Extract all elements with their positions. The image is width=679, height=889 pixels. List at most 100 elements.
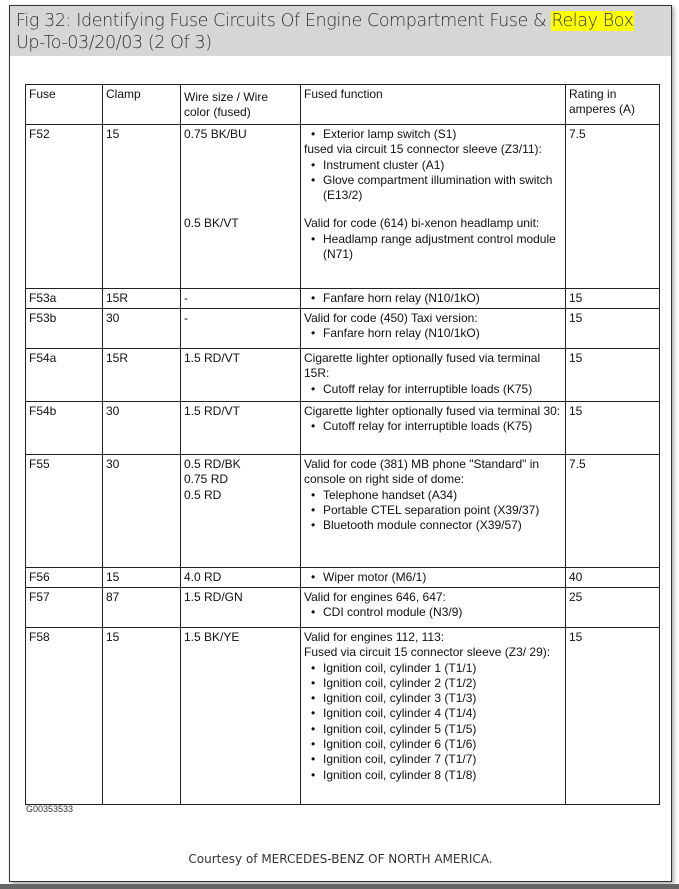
function-text: Cigarette lighter optionally fused via t… [304, 351, 541, 381]
rating-cell: 40 [565, 567, 660, 588]
function-text: Valid for engines 646, 647: [304, 590, 446, 604]
title-text: Fig 32: Identifying Fuse Circuits Of Eng… [16, 11, 552, 31]
function-cell: Valid for code (381) MB phone "Standard"… [300, 454, 566, 568]
fuse-cell: F53b [25, 308, 103, 349]
graphic-id: G00353533 [26, 804, 74, 814]
function-text: Valid for code (381) MB phone "Standard"… [304, 457, 540, 487]
courtesy-note: Courtesy of MERCEDES-BENZ OF NORTH AMERI… [188, 852, 493, 866]
bullet-item: Ignition coil, cylinder 1 (T1/1) [304, 661, 562, 677]
clamp-cell: 87 [102, 587, 181, 628]
clamp-cell: 15R [102, 288, 181, 309]
function-cell: Cigarette lighter optionally fused via t… [300, 348, 566, 402]
function-text: Fused via circuit 15 connector sleeve (Z… [304, 645, 551, 660]
rating-cell: 15 [565, 627, 660, 805]
function-text: Valid for engines 112, 113: [304, 630, 445, 644]
table-row: F57 87 1.5 RD/GN Valid for engines 646, 647… [25, 587, 660, 628]
function-group: Cigarette lighter optionally fused via t… [304, 351, 562, 397]
table-row: F58 15 1.5 BK/YE Valid for engines 112, 113… [25, 627, 660, 805]
bullet-item: Cutoff relay for interruptible loads (K7… [304, 382, 562, 398]
clamp-cell: 30 [102, 454, 181, 568]
fuse-cell: F56 [25, 567, 103, 588]
rating-cell: 15 [565, 308, 660, 349]
fuse-cell: F54a [25, 348, 103, 402]
wire-group: - [184, 291, 188, 305]
header-rating: Rating in amperes (A) [565, 84, 660, 125]
bullet-item: Fanfare horn relay (N10/1kO) [304, 326, 562, 342]
header-clamp: Clamp [102, 84, 181, 125]
bullet-item: Portable CTEL separation point (X39/37) [304, 503, 562, 519]
function-group: Valid for engines 112, 113: Fused via cir… [304, 630, 562, 783]
title-highlight: Relay Box [551, 11, 634, 31]
fuse-table: Fuse Clamp Wire size / Wire color (fused… [25, 84, 660, 805]
figure-title: Fig 32: Identifying Fuse Circuits Of Eng… [10, 6, 671, 56]
bottom-edge [0, 884, 679, 889]
wire-group: 1.5 RD/VT [184, 351, 241, 365]
function-cell: Valid for code (450) Taxi version:Fanfar… [300, 308, 566, 349]
wire-cell: 0.75 BK/BU 0.5 BK/VT [180, 124, 301, 289]
function-text: fused via circuit 15 connector sleeve (Z… [304, 142, 542, 157]
function-cell: Valid for engines 112, 113: Fused via cir… [300, 627, 566, 805]
function-text: Valid for code (450) Taxi version: [304, 311, 478, 325]
fuse-cell: F55 [25, 454, 103, 568]
fuse-cell: F54b [25, 401, 103, 455]
wire-cell: - [180, 288, 301, 309]
bullet-item: Ignition coil, cylinder 7 (T1/7) [304, 752, 562, 768]
function-text: Cigarette lighter optionally fused via t… [304, 404, 561, 418]
wire-cell: - [180, 308, 301, 349]
bullet-item: Instrument cluster (A1) [304, 158, 562, 174]
bullet-item: Glove compartment illumination with swit… [304, 173, 562, 204]
table-row: F53b 30- Valid for code (450) Taxi version… [25, 308, 660, 349]
clamp-cell: 15 [102, 627, 181, 805]
header-function: Fused function [300, 84, 566, 125]
function-cell: Fanfare horn relay (N10/1kO) [300, 288, 566, 309]
clamp-cell: 30 [102, 308, 181, 349]
clamp-cell: 15 [102, 124, 181, 289]
wire-group: 0.5 BK/VT [184, 216, 239, 231]
wire-group: 1.5 RD/GN [184, 590, 243, 604]
function-group: Wiper motor (M6/1) [304, 570, 562, 586]
function-group: Exterior lamp switch (S1)fused via circu… [304, 127, 562, 203]
bullet-item: Ignition coil, cylinder 3 (T1/3) [304, 691, 562, 707]
function-group: Fanfare horn relay (N10/1kO) [304, 291, 562, 307]
wire-group: 0.75 BK/BU [184, 127, 247, 141]
function-group: Valid for engines 646, 647:CDI control m… [304, 590, 562, 621]
wire-group: 1.5 RD/VT [184, 404, 241, 418]
function-group: Valid for code (381) MB phone "Standard"… [304, 457, 562, 534]
table-row: F54b 30 1.5 RD/VT Cigarette lighter optiona… [25, 401, 660, 455]
fuse-cell: F57 [25, 587, 103, 628]
table-header-row: Fuse Clamp Wire size / Wire color (fused… [25, 84, 660, 125]
wire-group: 0.5 RD/BK 0.75 RD 0.5 RD [184, 457, 241, 502]
wire-cell: 1.5 RD/GN [180, 587, 301, 628]
bullet-item: Telephone handset (A34) [304, 488, 562, 504]
wire-group: - [184, 311, 188, 325]
clamp-cell: 15R [102, 348, 181, 402]
bullet-item: Fanfare horn relay (N10/1kO) [304, 291, 562, 307]
bullet-item: Ignition coil, cylinder 8 (T1/8) [304, 768, 562, 784]
bullet-item: Cutoff relay for interruptible loads (K7… [304, 419, 562, 435]
function-cell: Valid for engines 646, 647:CDI control m… [300, 587, 566, 628]
title-line2: Up-To-03/20/03 (2 Of 3) [16, 33, 212, 53]
function-cell: Cigarette lighter optionally fused via t… [300, 401, 566, 455]
bullet-item: Wiper motor (M6/1) [304, 570, 562, 586]
wire-cell: 0.5 RD/BK 0.75 RD 0.5 RD [180, 454, 301, 568]
table-row: F54a 15R 1.5 RD/VT Cigarette lighter option… [25, 348, 660, 402]
bullet-item: Ignition coil, cylinder 5 (T1/5) [304, 722, 562, 738]
clamp-cell: 15 [102, 567, 181, 588]
rating-cell: 7.5 [565, 124, 660, 289]
function-group: Cigarette lighter optionally fused via t… [304, 404, 562, 435]
function-cell: Exterior lamp switch (S1)fused via circu… [300, 124, 566, 289]
fuse-cell: F53a [25, 288, 103, 309]
rating-cell: 15 [565, 288, 660, 309]
rating-cell: 25 [565, 587, 660, 628]
wire-cell: 1.5 BK/YE [180, 627, 301, 805]
bullet-item: Ignition coil, cylinder 2 (T1/2) [304, 676, 562, 692]
wire-group: 1.5 BK/YE [184, 630, 240, 644]
clamp-cell: 30 [102, 401, 181, 455]
wire-group: 4.0 RD [184, 570, 222, 584]
fuse-cell: F58 [25, 627, 103, 805]
rating-cell: 15 [565, 401, 660, 455]
table-row: F55 30 0.5 RD/BK 0.75 RD 0.5 RD Valid for c… [25, 454, 660, 568]
